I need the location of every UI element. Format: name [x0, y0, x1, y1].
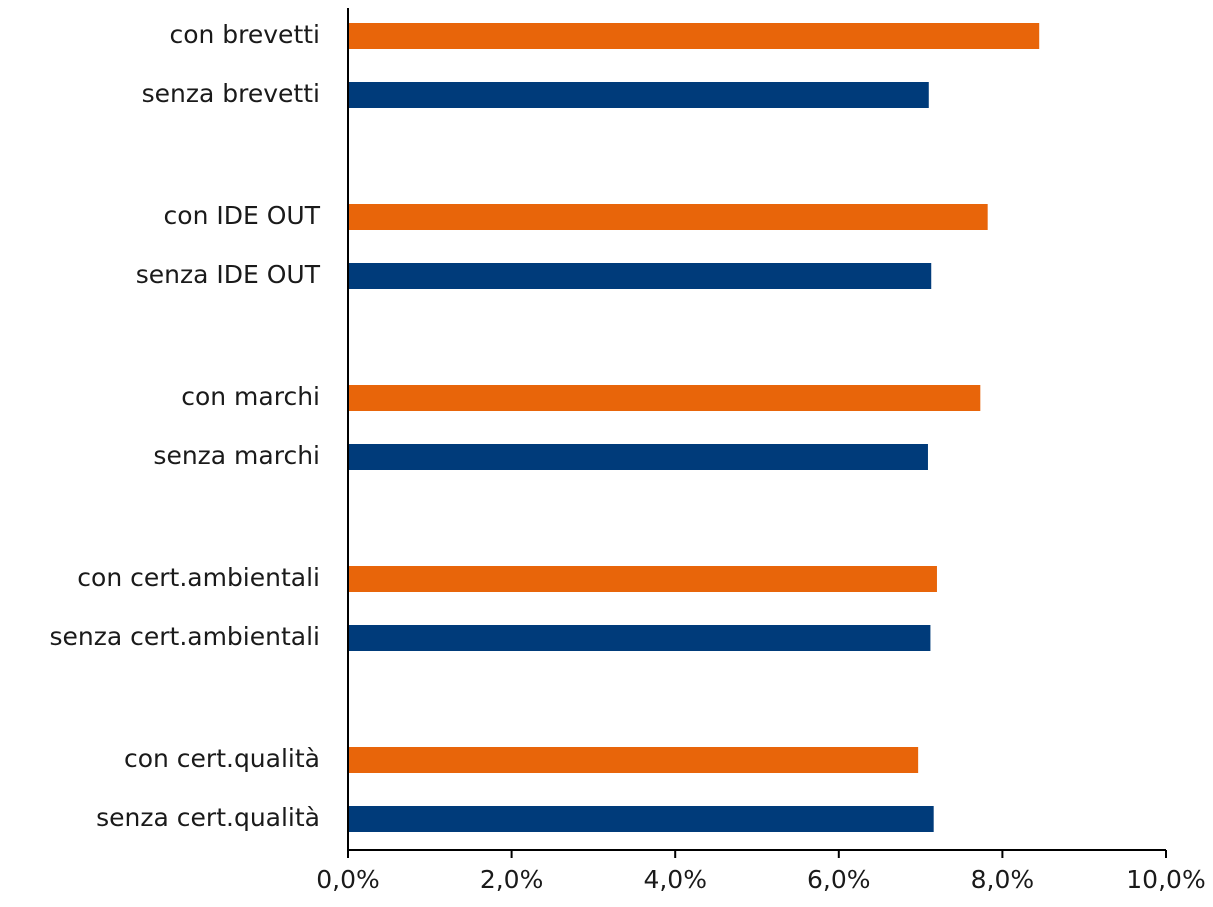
bar-senza-brevetti — [348, 82, 929, 108]
x-tick-label: 10,0% — [1126, 865, 1205, 894]
bar-con-ide-out — [348, 204, 988, 230]
category-label-con-marchi: con marchi — [181, 382, 320, 411]
x-tick-label: 4,0% — [643, 865, 707, 894]
category-labels: con brevetti senza brevetti con IDE OUT sen… — [49, 20, 320, 832]
category-label-senza-marchi: senza marchi — [153, 441, 320, 470]
axes: 0,0% 2,0% 4,0% 6,0% 8,0% 10,0% — [316, 8, 1206, 894]
bar-senza-cert-qualit — [348, 806, 934, 832]
bar-con-brevetti — [348, 23, 1040, 49]
x-tick-label: 2,0% — [480, 865, 544, 894]
bar-con-marchi — [348, 385, 981, 411]
bar-con-cert-qualit — [348, 747, 919, 773]
category-label-senza-cert-ambientali: senza cert.ambientali — [49, 622, 320, 651]
category-label-con-ide-out: con IDE OUT — [164, 201, 321, 230]
category-label-con-cert-qualit: con cert.qualità — [124, 744, 320, 773]
category-label-con-cert-ambientali: con cert.ambientali — [77, 563, 320, 592]
bars-layer — [348, 23, 1040, 832]
bar-con-cert-ambientali — [348, 566, 937, 592]
category-label-con-brevetti: con brevetti — [169, 20, 320, 49]
bar-senza-marchi — [348, 444, 928, 470]
category-label-senza-ide-out: senza IDE OUT — [136, 260, 321, 289]
bar-senza-ide-out — [348, 263, 932, 289]
category-label-senza-brevetti: senza brevetti — [142, 79, 320, 108]
category-label-senza-cert-qualit: senza cert.qualità — [96, 803, 320, 832]
x-tick-label: 8,0% — [971, 865, 1035, 894]
x-tick-label: 6,0% — [807, 865, 871, 894]
x-tick-label: 0,0% — [316, 865, 380, 894]
bar-senza-cert-ambientali — [348, 625, 931, 651]
